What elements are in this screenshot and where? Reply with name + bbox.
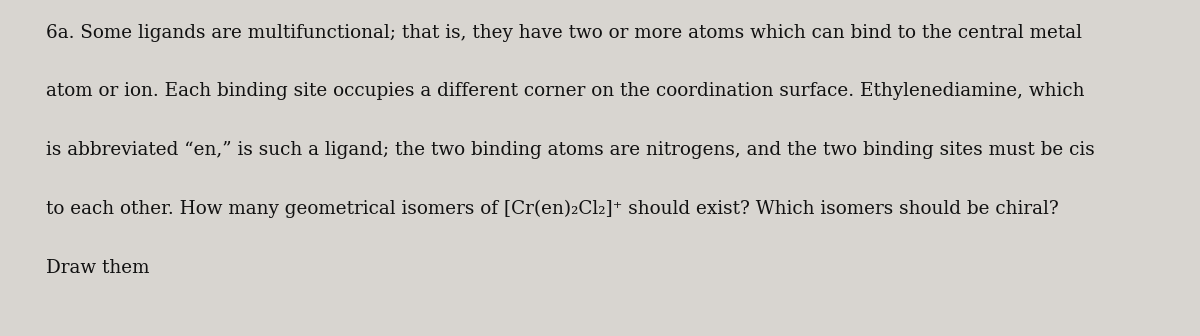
Text: 6a. Some ligands are multifunctional; that is, they have two or more atoms which: 6a. Some ligands are multifunctional; th… — [46, 24, 1081, 42]
Text: is abbreviated “en,” is such a ligand; the two binding atoms are nitrogens, and : is abbreviated “en,” is such a ligand; t… — [46, 141, 1094, 159]
Text: to each other. How many geometrical isomers of [Cr(en)₂Cl₂]⁺ should exist? Which: to each other. How many geometrical isom… — [46, 200, 1058, 218]
Text: Draw them: Draw them — [46, 259, 149, 277]
Text: atom or ion. Each binding site occupies a different corner on the coordination s: atom or ion. Each binding site occupies … — [46, 82, 1084, 100]
